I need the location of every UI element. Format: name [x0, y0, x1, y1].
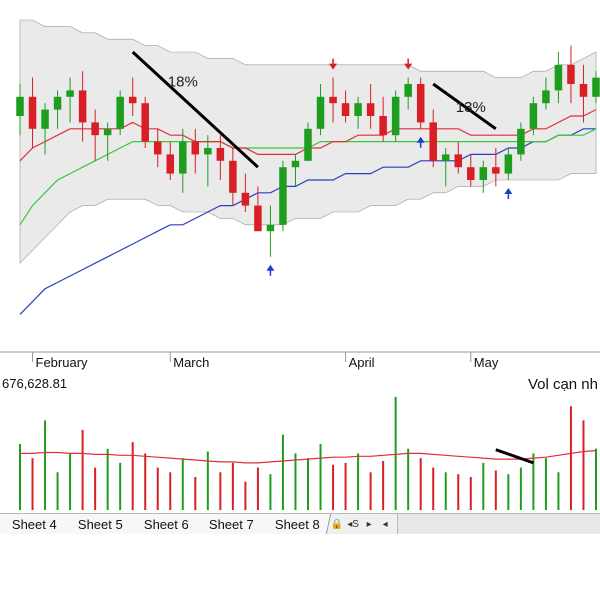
candle-down	[492, 167, 500, 174]
volume-trendline	[495, 448, 534, 465]
lock-icon[interactable]: 🔒	[330, 518, 344, 530]
candle-up	[204, 148, 212, 155]
candle-down	[467, 167, 475, 180]
percent-annotation: 18%	[168, 73, 198, 90]
candle-down	[379, 116, 387, 136]
buy-arrow-icon	[266, 264, 275, 271]
candle-up	[517, 128, 525, 155]
candle-down	[329, 96, 337, 104]
candle-up	[529, 103, 538, 129]
volume-pane: 676,628.81 Vol cạn nh	[2, 376, 598, 510]
candle-down	[241, 192, 250, 206]
volume-value-label: 676,628.81	[2, 376, 67, 391]
percent-annotation: 13%	[456, 99, 486, 116]
sma-blue-line	[19, 128, 596, 315]
trendline-2	[432, 82, 497, 131]
x-axis: February March April May	[0, 351, 600, 370]
candle-down	[454, 154, 463, 168]
sheet-tab-7[interactable]: Sheet 7	[193, 514, 266, 534]
candle-up	[116, 96, 124, 129]
candle-up	[554, 64, 563, 91]
candle-down	[579, 84, 588, 97]
sell-arrow-icon	[404, 63, 413, 70]
candle-down	[78, 90, 87, 123]
buy-arrow-icon	[504, 188, 513, 194]
candle-down	[128, 96, 137, 104]
candle-down	[28, 96, 37, 129]
candle-up	[504, 154, 513, 174]
x-tick-label: March	[173, 355, 209, 370]
candle-down	[191, 141, 200, 155]
candle-down	[567, 64, 575, 84]
candle-up	[291, 160, 300, 168]
sheet-tab-bar: Sheet 4 Sheet 5 Sheet 6 Sheet 7 Sheet 8 …	[0, 513, 600, 535]
sheet-nav-next-icon[interactable]: ▸	[366, 518, 372, 530]
sheet-tab-5[interactable]: Sheet 5	[61, 514, 134, 534]
candle-up	[354, 103, 362, 116]
price-pane: 18% 13%	[16, 19, 600, 315]
candle-up	[16, 96, 24, 116]
candle-down	[229, 160, 237, 193]
blank-area	[0, 534, 600, 600]
candle-down	[416, 84, 425, 123]
volume-ma-line	[20, 450, 597, 464]
x-tick-label: February	[36, 355, 89, 370]
sheet-tab-8[interactable]: Sheet 8	[259, 514, 332, 534]
candle-down	[166, 154, 175, 174]
x-tick-label: May	[474, 355, 499, 370]
candle-up	[304, 128, 312, 161]
sheet-tab-4[interactable]: Sheet 4	[0, 514, 68, 534]
scroll-left-icon[interactable]: ◂	[382, 518, 388, 530]
candle-down	[153, 141, 162, 155]
candle-up	[479, 167, 488, 180]
x-tick-label: April	[349, 355, 375, 370]
candle-down	[141, 103, 149, 142]
candle-up	[279, 167, 287, 225]
sell-arrow-icon	[329, 63, 338, 70]
candle-down	[341, 103, 350, 116]
candle-up	[441, 154, 450, 161]
candle-down	[366, 103, 375, 116]
candle-up	[542, 90, 550, 104]
sheet-tab-6[interactable]: Sheet 6	[127, 514, 200, 534]
stock-chart: 18% 13% February March April May 676,628.81 V…	[0, 19, 600, 510]
trendline-1	[131, 50, 259, 169]
candle-up	[592, 77, 600, 97]
candle-down	[216, 148, 225, 161]
candle-up	[41, 109, 49, 129]
candle-down	[254, 205, 262, 232]
volume-annotation: Vol cạn nh	[528, 376, 598, 393]
candle-up	[53, 96, 62, 110]
candle-up	[266, 224, 275, 232]
candle-down	[429, 122, 437, 161]
sheet-nav-prev-icon[interactable]: ◂S	[347, 518, 359, 530]
candle-up	[179, 141, 187, 174]
candle-up	[391, 96, 400, 136]
candle-up	[66, 90, 74, 97]
horizontal-scrollbar[interactable]	[397, 514, 600, 534]
candle-up	[103, 128, 112, 136]
candle-up	[316, 96, 325, 129]
candle-down	[91, 122, 99, 136]
buy-arrow-icon	[416, 136, 425, 143]
candle-up	[404, 84, 412, 97]
